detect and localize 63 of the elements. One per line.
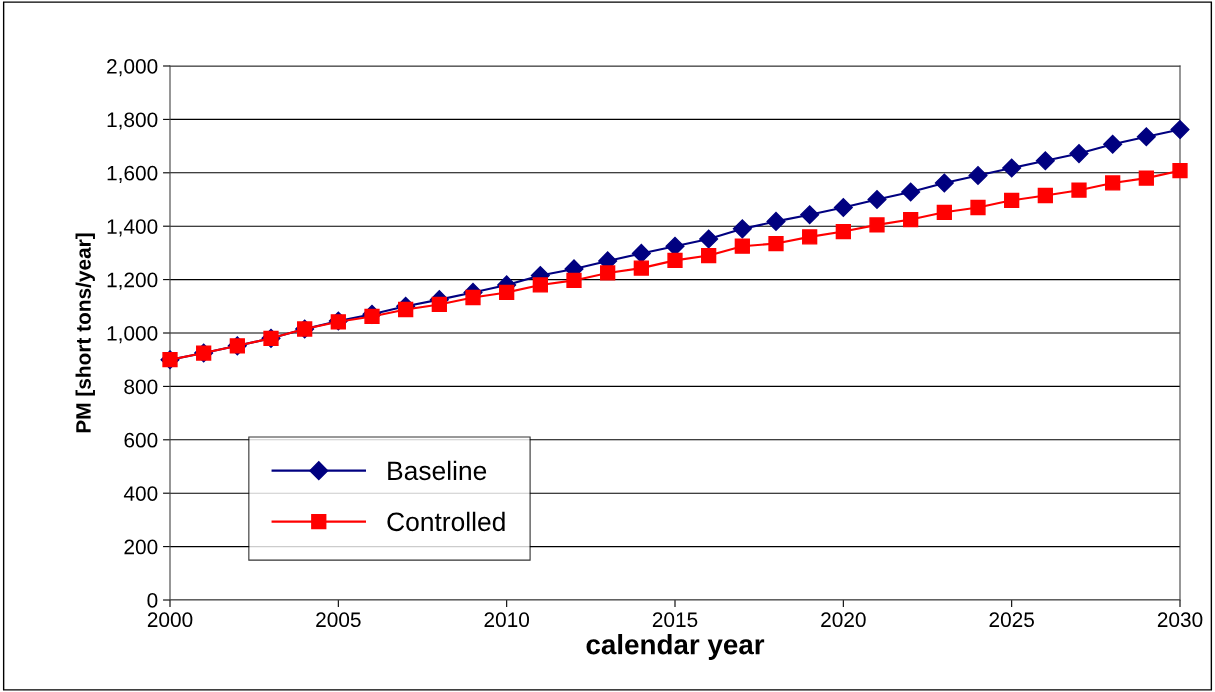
point: [1105, 175, 1121, 191]
point: [633, 260, 649, 276]
point: [934, 173, 954, 193]
point: [1170, 120, 1190, 140]
y-tick-label: 400: [123, 486, 158, 501]
point: [1103, 134, 1123, 154]
point: [566, 272, 582, 289]
y-tick-label: 200: [124, 539, 158, 555]
y-tick-label: 1,600: [107, 165, 158, 184]
y-tick-label: 800: [124, 379, 158, 395]
point: [1138, 170, 1154, 186]
point: [732, 219, 752, 239]
point: [1071, 182, 1087, 198]
x-tick-label: 2010: [484, 612, 530, 628]
point: [833, 197, 853, 218]
y-tick-label: 2,000: [107, 59, 158, 77]
point: [465, 289, 481, 306]
y-tick-label: 1,000: [107, 326, 158, 344]
point: [1136, 127, 1156, 147]
point: [532, 277, 548, 293]
point: [1035, 151, 1055, 171]
y-axis-title: PM [short tons/year]: [75, 233, 95, 433]
point: [665, 236, 685, 256]
point: [398, 301, 414, 318]
y-tick-label: 1,800: [107, 112, 158, 130]
point: [901, 182, 921, 202]
point: [431, 296, 447, 313]
legend-label: Baseline: [388, 460, 487, 481]
x-tick-label: 2005: [316, 612, 361, 628]
point: [701, 247, 717, 264]
point: [968, 165, 988, 186]
point: [867, 189, 887, 210]
point: [766, 211, 786, 231]
point: [768, 235, 784, 252]
y-tick-label: 600: [124, 432, 158, 448]
point: [499, 284, 515, 301]
point: [1069, 144, 1089, 164]
x-tick-label: 2015: [652, 612, 698, 628]
point: [835, 223, 851, 240]
point: [1037, 187, 1053, 204]
x-tick-label: 2020: [821, 612, 866, 628]
x-tick-label: 2030: [1157, 612, 1203, 628]
x-axis-title: calendar year: [586, 634, 765, 660]
point: [1004, 192, 1020, 208]
point: [800, 205, 820, 225]
point: [936, 204, 952, 220]
legend-label: Controlled: [387, 511, 505, 532]
point: [869, 217, 885, 233]
point: [1002, 158, 1022, 178]
y-tick-label: 1,400: [107, 219, 158, 237]
point: [631, 243, 651, 263]
point: [802, 229, 818, 245]
point: [734, 238, 750, 254]
x-tick-label: 2025: [989, 612, 1034, 628]
x-tick-label: 2000: [147, 612, 193, 628]
point: [667, 252, 683, 269]
point: [600, 265, 616, 281]
y-tick-label: 1,200: [107, 272, 158, 290]
point: [1172, 163, 1188, 179]
point: [903, 211, 919, 228]
point: [699, 229, 719, 249]
point: [970, 199, 986, 216]
y-tick-label: 0: [147, 593, 158, 608]
